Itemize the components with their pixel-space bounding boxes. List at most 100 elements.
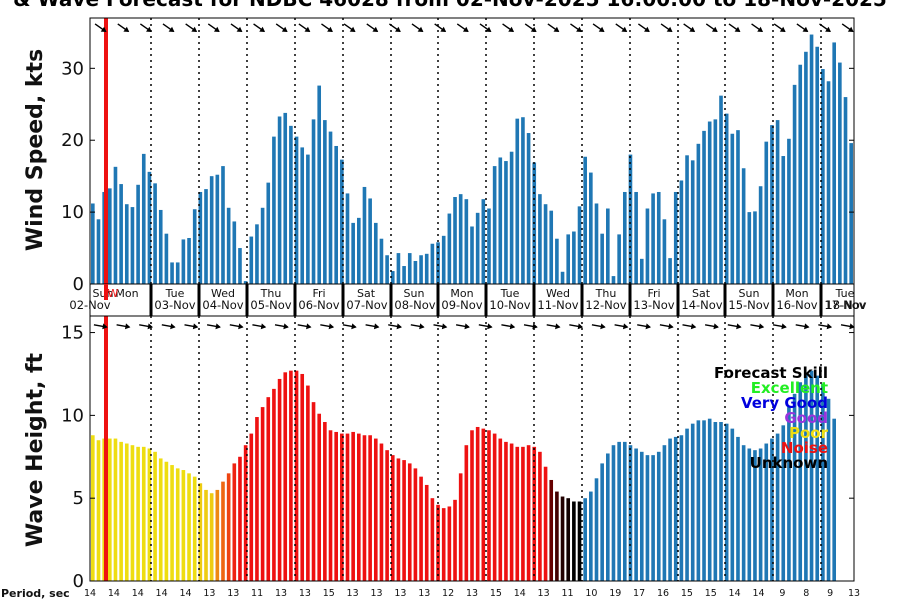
bar — [430, 498, 435, 581]
bar — [453, 197, 457, 284]
legend-title: Forecast Skill — [714, 364, 828, 382]
bar — [164, 461, 169, 581]
direction-arrow-icon — [433, 323, 448, 330]
y-tick-label: 15 — [61, 323, 84, 344]
date-label: 06-Nov — [298, 298, 339, 312]
bar — [679, 435, 684, 581]
day-separator — [723, 284, 727, 316]
bar — [521, 117, 525, 285]
day-label: Tue — [835, 287, 855, 300]
chart-title: & Wave Forecast for NDBC 46028 from 02-N… — [13, 0, 887, 11]
bar — [441, 235, 446, 284]
day-label: Mon — [450, 287, 473, 300]
bar — [215, 489, 220, 581]
bar — [351, 431, 355, 581]
period-value: 10 — [585, 588, 597, 599]
bar — [566, 498, 571, 581]
bar — [832, 42, 836, 284]
direction-arrow-icon — [252, 323, 267, 330]
bar — [379, 443, 384, 581]
bar — [730, 428, 735, 582]
direction-arrow-icon — [570, 23, 582, 33]
direction-arrow-icon — [275, 23, 288, 33]
bar — [419, 476, 423, 581]
bar — [311, 119, 316, 285]
bar — [628, 154, 633, 284]
bar — [272, 388, 276, 582]
bar — [283, 372, 288, 581]
bar — [124, 204, 129, 284]
bar — [413, 468, 418, 582]
bar — [238, 248, 242, 284]
bar — [611, 276, 616, 284]
bar — [175, 262, 180, 284]
period-label: Period, sec — [1, 587, 70, 600]
bar — [464, 445, 469, 581]
bar — [696, 420, 701, 581]
bar — [209, 493, 214, 581]
bar — [747, 448, 752, 581]
period-value: 19 — [609, 588, 621, 599]
bar — [204, 189, 208, 284]
direction-arrow-icon — [478, 323, 493, 330]
bar — [572, 501, 576, 581]
bar — [187, 237, 191, 284]
bar — [577, 501, 582, 581]
bar — [487, 430, 491, 581]
bar — [838, 62, 842, 284]
direction-arrow-icon — [230, 23, 243, 33]
bar — [283, 112, 288, 285]
bar — [390, 271, 395, 284]
bar — [147, 171, 152, 284]
bar — [402, 266, 406, 284]
bar — [141, 446, 146, 581]
bar — [770, 125, 774, 285]
bar — [368, 198, 372, 284]
bar — [498, 157, 503, 284]
direction-arrow-icon — [614, 323, 629, 330]
bar — [373, 222, 378, 284]
bar — [204, 489, 208, 581]
direction-arrow-icon — [161, 323, 176, 330]
period-value: 16 — [657, 588, 669, 599]
direction-arrow-icon — [750, 323, 765, 330]
y-tick-label: 5 — [73, 488, 84, 509]
day-separator — [389, 284, 393, 316]
bar — [249, 433, 254, 581]
date-label: 03-Nov — [154, 298, 195, 312]
bar — [130, 445, 135, 581]
bar — [792, 393, 797, 581]
bar — [255, 224, 259, 284]
bar — [736, 436, 740, 581]
period-value: 14 — [752, 588, 764, 599]
bar — [402, 460, 406, 581]
bar — [362, 186, 367, 284]
bar — [526, 133, 531, 284]
bar — [600, 233, 604, 284]
period-value: 11 — [251, 588, 263, 599]
bar — [385, 255, 389, 284]
bar — [345, 193, 350, 284]
bar — [594, 203, 599, 284]
bar — [662, 445, 667, 581]
direction-arrow-icon — [366, 23, 379, 33]
bar — [843, 97, 848, 284]
bar — [577, 206, 582, 284]
bar — [662, 219, 667, 284]
direction-arrow-icon — [297, 323, 312, 330]
bar — [340, 433, 344, 581]
date-label: 10-Nov — [489, 298, 530, 312]
bar — [583, 156, 587, 284]
direction-arrow-icon — [434, 23, 447, 33]
bar — [736, 130, 740, 284]
period-value: 13 — [347, 588, 359, 599]
direction-arrow-icon — [93, 323, 108, 330]
bar — [300, 147, 305, 284]
period-value: 15 — [490, 588, 502, 599]
bar — [515, 118, 520, 285]
bar — [385, 450, 389, 581]
bar — [764, 141, 769, 284]
period-value: 14 — [156, 588, 168, 599]
